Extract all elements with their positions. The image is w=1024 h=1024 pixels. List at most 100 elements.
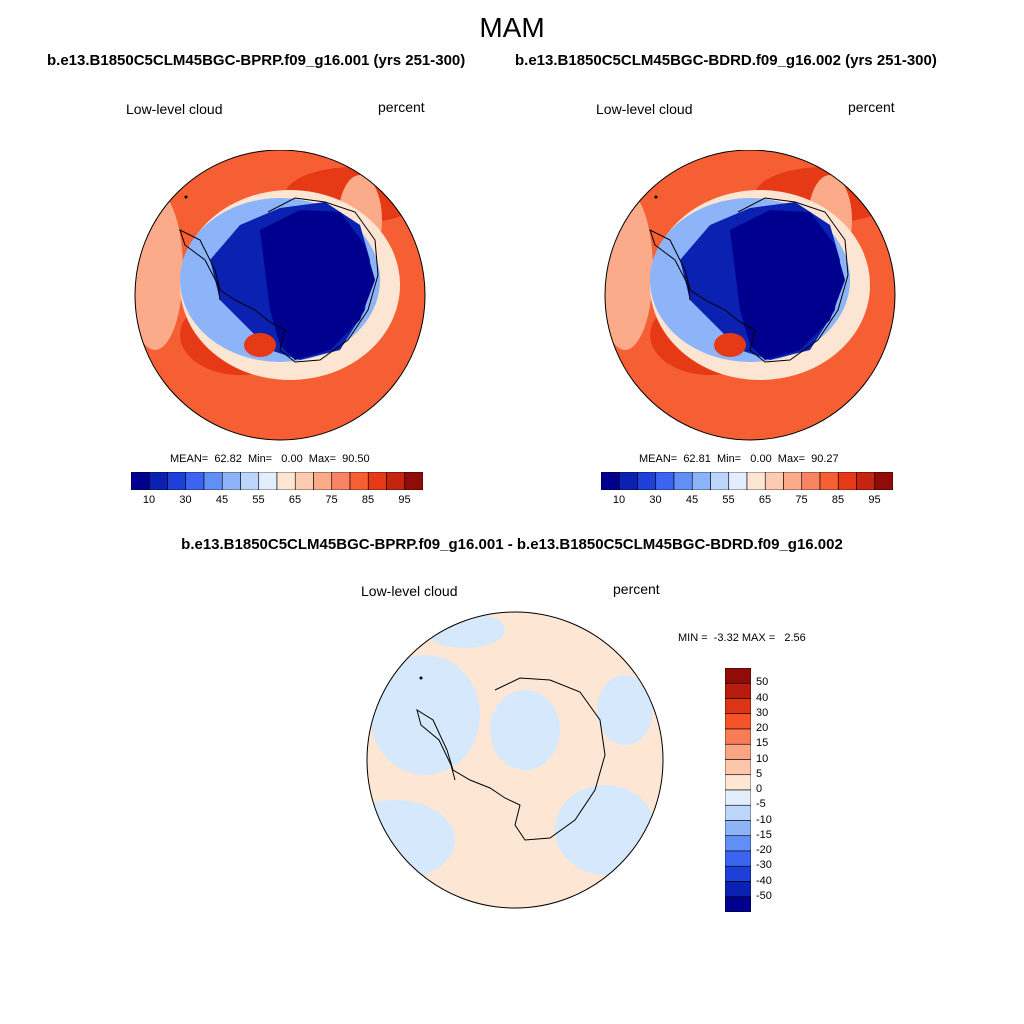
right-colorbar-box (783, 472, 803, 490)
diff-colorbar-tick-label: 10 (756, 752, 769, 765)
right-map-border (604, 150, 896, 441)
left-colorbar-box (386, 472, 406, 490)
left-colorbar-box (203, 472, 223, 490)
diff-colorbar-tick-label: -50 (756, 889, 772, 902)
right-colorbar-tick-label: 65 (758, 494, 772, 506)
left-colorbar-box (276, 472, 296, 490)
left-light-sector-west (135, 190, 183, 350)
diff-colorbar-box (725, 698, 751, 715)
diff-colorbar-box (725, 668, 751, 684)
right-island-marker (654, 195, 658, 199)
left-colorbar-box (367, 472, 387, 490)
right-polar-map (604, 150, 896, 441)
diff-negative-north (425, 612, 505, 648)
right-coastline (649, 197, 849, 363)
right-colorbar-box (874, 472, 893, 490)
left-colorbar-tick-label: 10 (142, 494, 156, 506)
left-map-field (135, 150, 425, 440)
left-case-title: b.e13.B1850C5CLM45BGC-BPRP.f09_g16.001 (… (47, 52, 466, 69)
diff-colorbar-box (725, 835, 751, 852)
left-stats: MEAN= 62.82 Min= 0.00 Max= 90.50 (170, 453, 370, 465)
right-colorbar-box (691, 472, 711, 490)
diff-polar-map (366, 611, 664, 909)
right-colorbar-box (746, 472, 766, 490)
left-polar-map (134, 150, 426, 441)
diff-map-field (367, 612, 663, 908)
left-colorbar-box (313, 472, 333, 490)
right-colorbar-box (801, 472, 821, 490)
right-colorbar-tick-label: 95 (868, 494, 881, 506)
right-colorbar-box (673, 472, 693, 490)
left-colorbar-tick-label: 30 (179, 494, 192, 506)
diff-negative-interior (490, 690, 560, 770)
diff-negative-southeast (555, 785, 655, 875)
diff-colorbar-box (725, 865, 751, 882)
right-bay-band (714, 333, 746, 357)
diff-colorbar-box (725, 896, 751, 912)
diff-colorbar-tick-label: 15 (756, 737, 769, 750)
left-island-marker (184, 195, 188, 199)
diff-colorbar-box (725, 682, 751, 699)
left-bay-band (244, 333, 276, 357)
diff-colorbar-box (725, 728, 751, 745)
figure-title: MAM (479, 12, 545, 43)
right-colorbar-box (618, 472, 638, 490)
left-plateau-deep (260, 210, 375, 360)
right-map-field (605, 150, 895, 440)
right-colorbar-tick-label: 85 (831, 494, 845, 506)
diff-colorbar-tick-label: 50 (756, 676, 769, 689)
left-units-label: percent (378, 99, 425, 115)
diff-colorbar-tick-label: 30 (756, 706, 769, 719)
left-colorbar-box (258, 472, 278, 490)
diff-coastline (416, 677, 606, 841)
diff-colorbar-box (725, 759, 751, 776)
left-colorbar-tick-label: 75 (325, 494, 338, 506)
diff-colorbar-tick-label: -10 (756, 813, 772, 826)
right-colorbar-box (601, 472, 620, 490)
diff-units-label: percent (613, 581, 660, 597)
right-units-label: percent (848, 99, 895, 115)
left-map-border (134, 150, 426, 441)
left-colorbar-box (240, 472, 260, 490)
diff-colorbar (725, 668, 751, 912)
diff-variable-label: Low-level cloud (361, 583, 458, 599)
diff-stats: MIN = -3.32 MAX = 2.56 (678, 632, 806, 644)
left-colorbar-box (294, 472, 314, 490)
right-colorbar-box (728, 472, 748, 490)
diff-colorbar-box (725, 789, 751, 806)
diff-colorbar-tick-label: -15 (756, 828, 772, 841)
right-colorbar-tick-label: 55 (722, 494, 735, 506)
diff-colorbar-tick-label: -30 (756, 859, 772, 872)
diff-colorbar-tick-label: -5 (756, 798, 766, 811)
right-colorbar (601, 472, 893, 490)
right-colorbar-tick-label: 45 (685, 494, 699, 506)
diff-island-marker (419, 676, 423, 680)
diff-colorbar-box (725, 743, 751, 760)
left-colorbar-box (148, 472, 168, 490)
diff-colorbar-tick-label: 40 (756, 691, 769, 704)
left-colorbar-box (167, 472, 187, 490)
diff-colorbar-box (725, 774, 751, 791)
diff-colorbar-box (725, 850, 751, 867)
left-colorbar-box (404, 472, 423, 490)
diff-colorbar-box (725, 881, 751, 898)
right-variable-label: Low-level cloud (596, 101, 693, 117)
diff-colorbar-tick-label: -20 (756, 844, 772, 856)
right-colorbar-box (637, 472, 657, 490)
diff-colorbar-tick-label: 5 (756, 767, 763, 780)
right-colorbar-box (764, 472, 784, 490)
left-colorbar-tick-label: 95 (398, 494, 411, 506)
right-colorbar-tick-label: 75 (795, 494, 808, 506)
diff-map-border (366, 611, 664, 909)
left-colorbar-box (349, 472, 369, 490)
left-colorbar-box (331, 472, 351, 490)
right-colorbar-box (837, 472, 857, 490)
left-colorbar-tick-label: 65 (288, 494, 302, 506)
right-colorbar-tick-label: 10 (612, 494, 626, 506)
left-colorbar-tick-label: 45 (215, 494, 229, 506)
left-colorbar-tick-label: 85 (361, 494, 375, 506)
left-colorbar-box (131, 472, 150, 490)
right-colorbar-tick-label: 30 (649, 494, 662, 506)
right-light-sector-west (605, 190, 653, 350)
right-colorbar-box (655, 472, 675, 490)
